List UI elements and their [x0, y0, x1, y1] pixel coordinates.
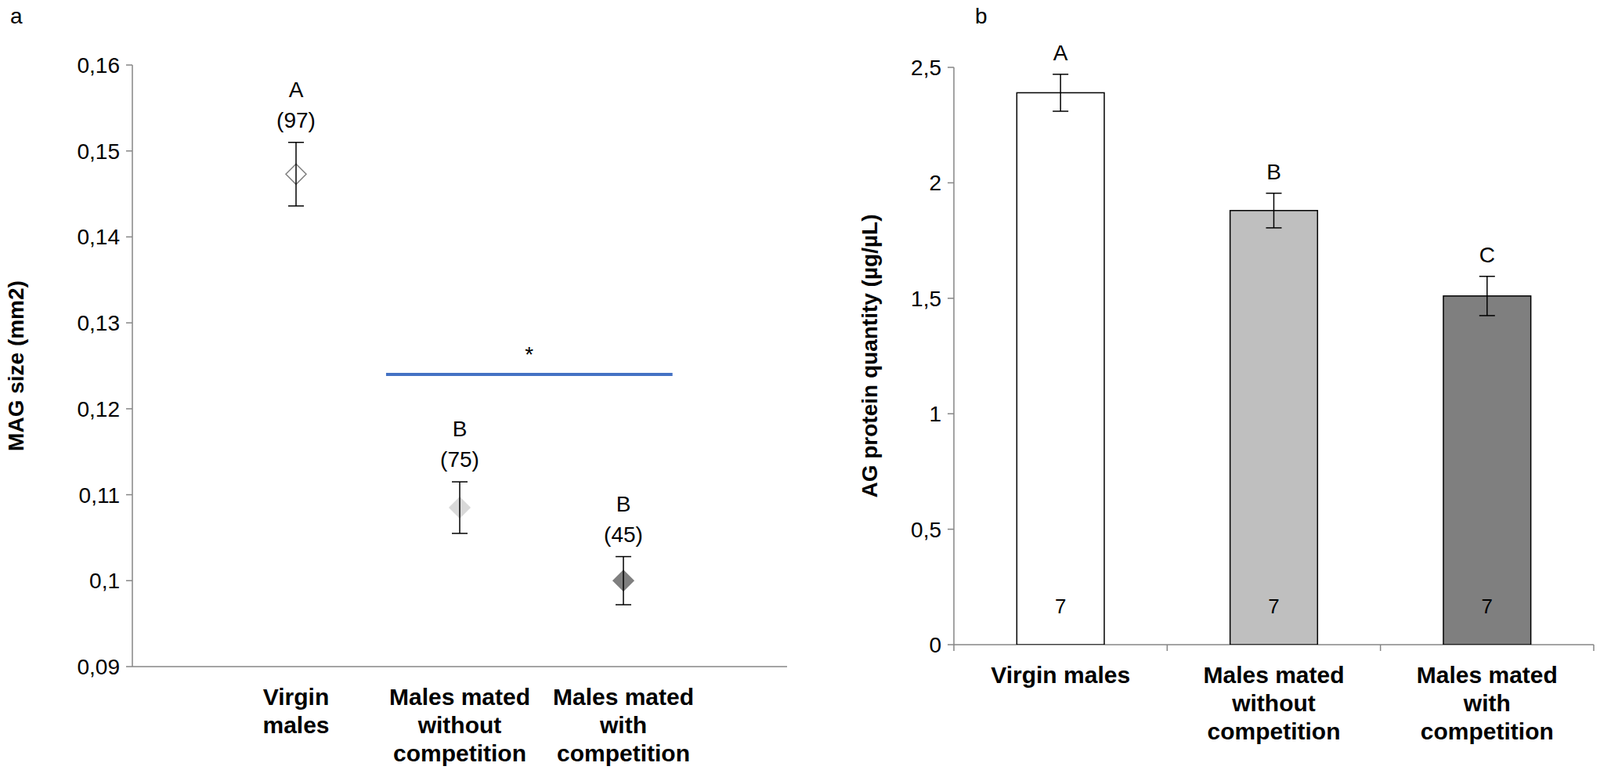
group-letter: A: [1053, 40, 1069, 66]
y-tick-label: 0,11: [79, 483, 120, 508]
group-letter: B: [452, 416, 468, 441]
panel-label: b: [975, 3, 988, 29]
y-tick-label: 2,5: [910, 55, 942, 80]
sample-size: (45): [603, 522, 643, 547]
panel-0: a 0,09 0,1 0,11 0,12 0,13 0,14 0,15 0,16 MAG size…: [3, 3, 788, 766]
x-tick: [953, 644, 955, 651]
y-axis: [953, 67, 955, 645]
y-tick: [947, 528, 954, 531]
error-bar: [451, 481, 468, 534]
error-cap: [1266, 227, 1283, 229]
significance-label: *: [524, 342, 534, 367]
error-stem: [295, 142, 297, 206]
x-tick: [1379, 644, 1382, 651]
y-tick: [126, 64, 133, 66]
bar: [1230, 210, 1319, 645]
y-tick-label: 0,5: [910, 517, 942, 542]
y-tick-label: 1,5: [910, 286, 942, 311]
x-tick-label: Males matedwithcompetition: [1416, 661, 1558, 745]
x-tick: [1166, 644, 1169, 651]
y-tick-label: 0,1: [89, 568, 120, 593]
error-cap: [1052, 110, 1069, 112]
y-tick: [947, 66, 954, 69]
y-tick-label: 0,15: [77, 139, 121, 164]
group-letter: A: [288, 77, 304, 102]
error-cap: [1479, 314, 1496, 317]
error-stem: [458, 481, 461, 534]
error-cap: [615, 603, 632, 606]
error-cap: [1052, 73, 1069, 76]
error-stem: [622, 556, 625, 605]
y-axis-title: AG protein quantity (µg/µL): [857, 213, 882, 498]
y-tick: [126, 580, 133, 582]
error-stem: [1273, 193, 1275, 228]
x-tick-label: Males matedwithoutcompetition: [389, 683, 531, 766]
error-cap: [288, 141, 304, 144]
y-tick: [126, 665, 133, 668]
x-tick-label: Males matedwithoutcompetition: [1202, 661, 1344, 745]
y-tick: [947, 182, 954, 185]
y-tick: [947, 297, 954, 300]
y-tick-label: 0,12: [77, 397, 121, 422]
error-stem: [1486, 276, 1489, 316]
y-tick-label: 0,16: [77, 53, 121, 78]
marks: [1016, 74, 1531, 645]
x-axis: [132, 665, 788, 668]
x-tick-label: Males matedwithcompetition: [552, 683, 694, 766]
panel-label: a: [10, 3, 23, 29]
y-axis-title: MAG size (mm2): [3, 280, 29, 452]
figure: a 0,09 0,1 0,11 0,12 0,13 0,14 0,15 0,16 MAG size…: [0, 0, 1600, 770]
sample-size: 7: [1267, 594, 1279, 618]
error-bar: [615, 556, 632, 605]
bar: [1016, 92, 1105, 645]
y-tick: [126, 321, 133, 324]
y-tick: [126, 408, 133, 410]
group-letter: B: [1266, 159, 1282, 185]
error-cap: [288, 205, 304, 207]
x-tick: [1592, 644, 1595, 651]
error-bar: [1266, 193, 1283, 228]
error-bar: [1479, 276, 1496, 316]
sample-size: (97): [276, 108, 316, 133]
error-cap: [1479, 275, 1496, 278]
significance-line: [386, 372, 673, 376]
y-tick: [947, 412, 954, 415]
sample-size: 7: [1054, 594, 1066, 618]
y-tick: [947, 643, 954, 646]
error-cap: [615, 556, 632, 558]
y-tick-label: 1: [928, 401, 942, 427]
bar: [1443, 296, 1532, 645]
error-bar: [1052, 74, 1069, 112]
error-cap: [451, 480, 468, 483]
y-tick-label: 0,09: [77, 654, 121, 680]
y-axis: [131, 65, 134, 667]
error-stem: [1059, 74, 1062, 112]
x-tick-label: Virgin males: [990, 661, 1131, 688]
sample-size: 7: [1481, 594, 1493, 618]
panel-1: b 0 0,5 1 1,5 2 2,5 AG protein quantity (µg/µL)…: [857, 3, 1594, 745]
error-cap: [1266, 192, 1283, 195]
y-tick-label: 0,13: [77, 310, 121, 336]
y-tick: [126, 494, 133, 496]
y-tick-label: 0: [928, 632, 942, 658]
x-tick-label: Virginmales: [262, 683, 329, 738]
group-letter: C: [1479, 242, 1496, 268]
y-tick-label: 2: [928, 170, 942, 196]
group-letter: B: [616, 491, 632, 517]
error-bar: [288, 142, 304, 206]
error-cap: [451, 532, 468, 535]
y-tick-label: 0,14: [77, 224, 121, 250]
y-tick: [126, 150, 133, 152]
y-tick: [126, 236, 133, 239]
sample-size: (75): [440, 447, 480, 472]
